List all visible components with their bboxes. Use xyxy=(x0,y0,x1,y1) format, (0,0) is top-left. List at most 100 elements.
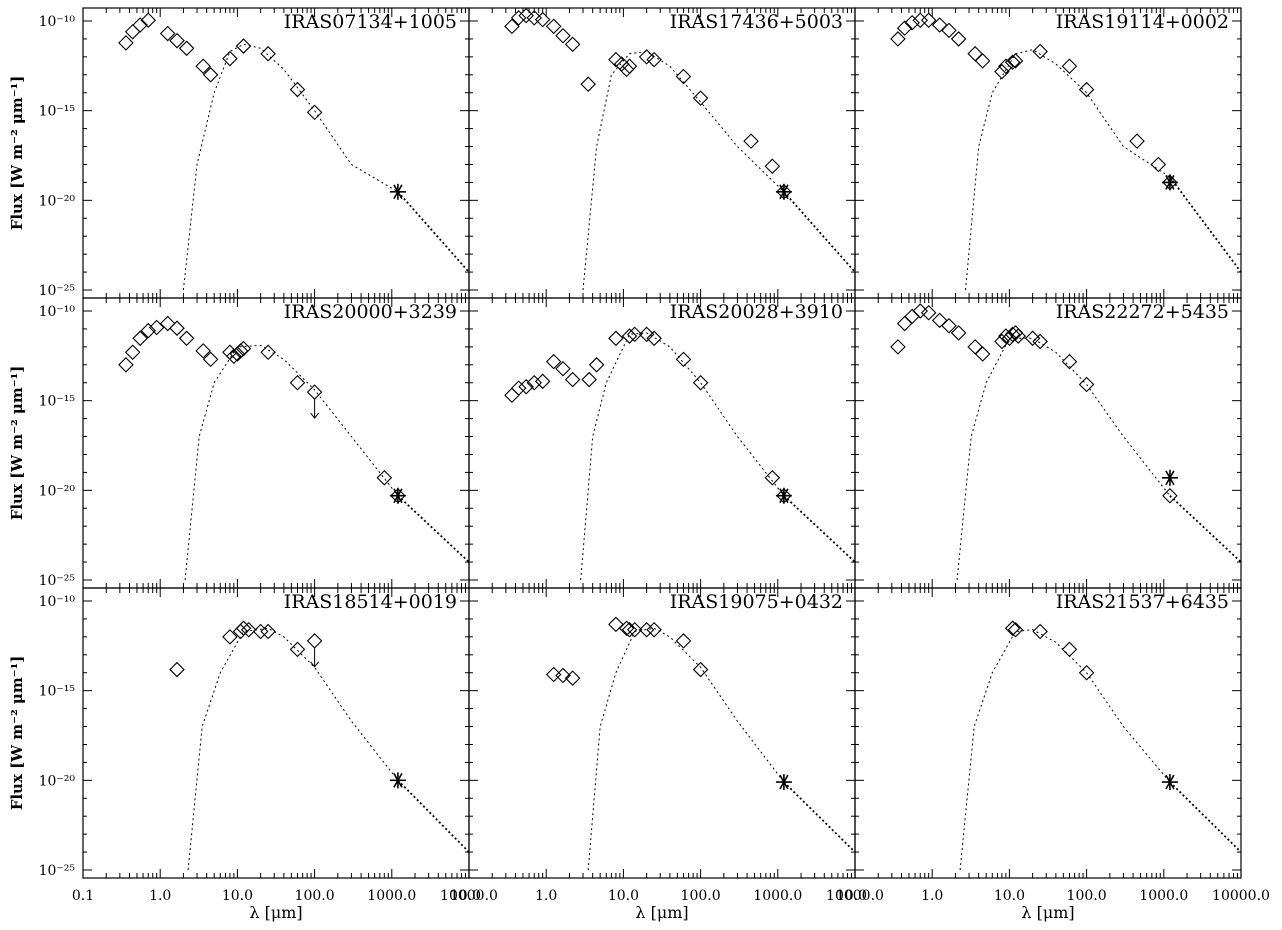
y-tick-label: 10⁻¹⁵ xyxy=(39,394,76,410)
data-point xyxy=(692,90,709,106)
y-tick-label: 10⁻¹⁰ xyxy=(39,14,76,30)
data-point xyxy=(994,63,1010,80)
model-curve-mm xyxy=(1169,495,1242,563)
data-point xyxy=(289,81,306,98)
data-point xyxy=(941,22,957,39)
model-curve-mm xyxy=(1169,176,1242,273)
data-point xyxy=(169,320,185,336)
data-point xyxy=(626,621,643,638)
x-tick-label: 1.0 xyxy=(149,888,171,904)
data-point xyxy=(920,12,937,29)
data-point xyxy=(306,104,323,121)
data-point xyxy=(638,621,655,638)
data-point xyxy=(1078,664,1095,681)
data-point xyxy=(743,133,759,149)
data-point xyxy=(504,18,520,35)
data-point xyxy=(306,633,323,649)
panel-iras19114+0002: IRAS19114+0002 xyxy=(854,7,1242,299)
panel-iras17436+5003: IRAS17436+5003 xyxy=(468,7,856,299)
data-point xyxy=(376,470,393,486)
data-point xyxy=(646,330,662,347)
data-point xyxy=(638,326,655,343)
data-point xyxy=(950,31,967,47)
data-point xyxy=(518,7,534,24)
data-point xyxy=(140,322,157,339)
data-point xyxy=(1078,376,1095,393)
x-tick-label: 10000.0 xyxy=(440,888,498,904)
data-point xyxy=(580,76,596,92)
model-curve xyxy=(580,332,785,581)
data-point xyxy=(1032,623,1048,640)
data-point xyxy=(608,616,624,633)
data-point xyxy=(202,351,219,368)
mm-flux-point xyxy=(775,487,792,504)
data-point xyxy=(526,374,543,391)
data-point xyxy=(148,319,165,336)
data-point xyxy=(235,340,252,357)
y-tick-label: 10⁻²⁵ xyxy=(39,863,76,879)
y-tick-label: 10⁻¹⁵ xyxy=(39,684,76,700)
data-point xyxy=(890,339,906,355)
data-point xyxy=(222,629,238,645)
y-tick-label: 10⁻¹⁰ xyxy=(39,594,76,610)
x-tick-label: 10.0 xyxy=(450,888,481,904)
data-point xyxy=(675,633,692,649)
data-point xyxy=(260,623,276,640)
data-point xyxy=(896,315,913,332)
data-point xyxy=(931,312,948,329)
x-tick-label: 1000.0 xyxy=(753,888,802,904)
model-curve xyxy=(182,43,399,291)
data-point xyxy=(534,11,551,28)
x-tick-label: 10.0 xyxy=(836,888,867,904)
panel-iras20028+3910: IRAS20028+3910 xyxy=(468,297,856,589)
data-point xyxy=(510,10,527,26)
data-point xyxy=(1150,156,1167,173)
data-point xyxy=(1007,53,1024,69)
data-point xyxy=(998,58,1014,75)
mm-flux-point xyxy=(389,487,406,504)
data-point xyxy=(1061,353,1078,370)
data-point xyxy=(555,361,571,377)
data-point xyxy=(545,353,562,370)
data-point xyxy=(626,326,643,343)
data-point xyxy=(140,12,157,29)
data-point xyxy=(232,623,249,640)
panel-frame xyxy=(854,297,1242,589)
data-point xyxy=(195,343,211,359)
panel-title: IRAS19075+0432 xyxy=(670,591,843,613)
data-point xyxy=(555,667,571,684)
data-point xyxy=(124,344,141,361)
panel-title: IRAS17436+5003 xyxy=(670,11,843,33)
mm-flux-point xyxy=(775,774,792,791)
y-axis-label: Flux [W m⁻² μm⁻¹] xyxy=(8,366,26,521)
data-point xyxy=(226,348,242,365)
panel-iras20000+3239: 10⁻¹⁰ 10⁻¹⁵ 10⁻²⁰ 10⁻²⁵ IRAS20000+3239 Flux [… xyxy=(8,297,470,589)
panel-frame xyxy=(468,7,856,299)
data-point xyxy=(1010,328,1026,344)
data-point xyxy=(1061,58,1078,75)
data-point xyxy=(608,330,624,347)
panel-frame xyxy=(468,297,856,589)
data-point xyxy=(159,25,176,42)
data-point xyxy=(132,17,148,33)
x-tick-label: 1000.0 xyxy=(1139,888,1188,904)
x-tick-label: 1.0 xyxy=(535,888,557,904)
data-point xyxy=(692,661,709,678)
data-point xyxy=(646,621,662,638)
data-point xyxy=(260,45,276,62)
data-point xyxy=(1162,487,1178,504)
x-tick-label: 10000.0 xyxy=(826,888,884,904)
y-tick-label: 10⁻¹⁵ xyxy=(39,104,76,120)
data-point xyxy=(904,308,920,325)
data-point xyxy=(608,51,624,68)
data-point xyxy=(252,623,269,640)
data-point xyxy=(1032,333,1048,350)
panel-frame xyxy=(82,587,470,879)
y-tick-label: 10⁻²⁰ xyxy=(39,193,76,209)
data-point xyxy=(306,384,323,400)
data-point xyxy=(534,373,551,390)
panel-frame xyxy=(82,7,470,299)
mm-flux-point xyxy=(1161,469,1178,486)
data-point xyxy=(621,58,638,75)
